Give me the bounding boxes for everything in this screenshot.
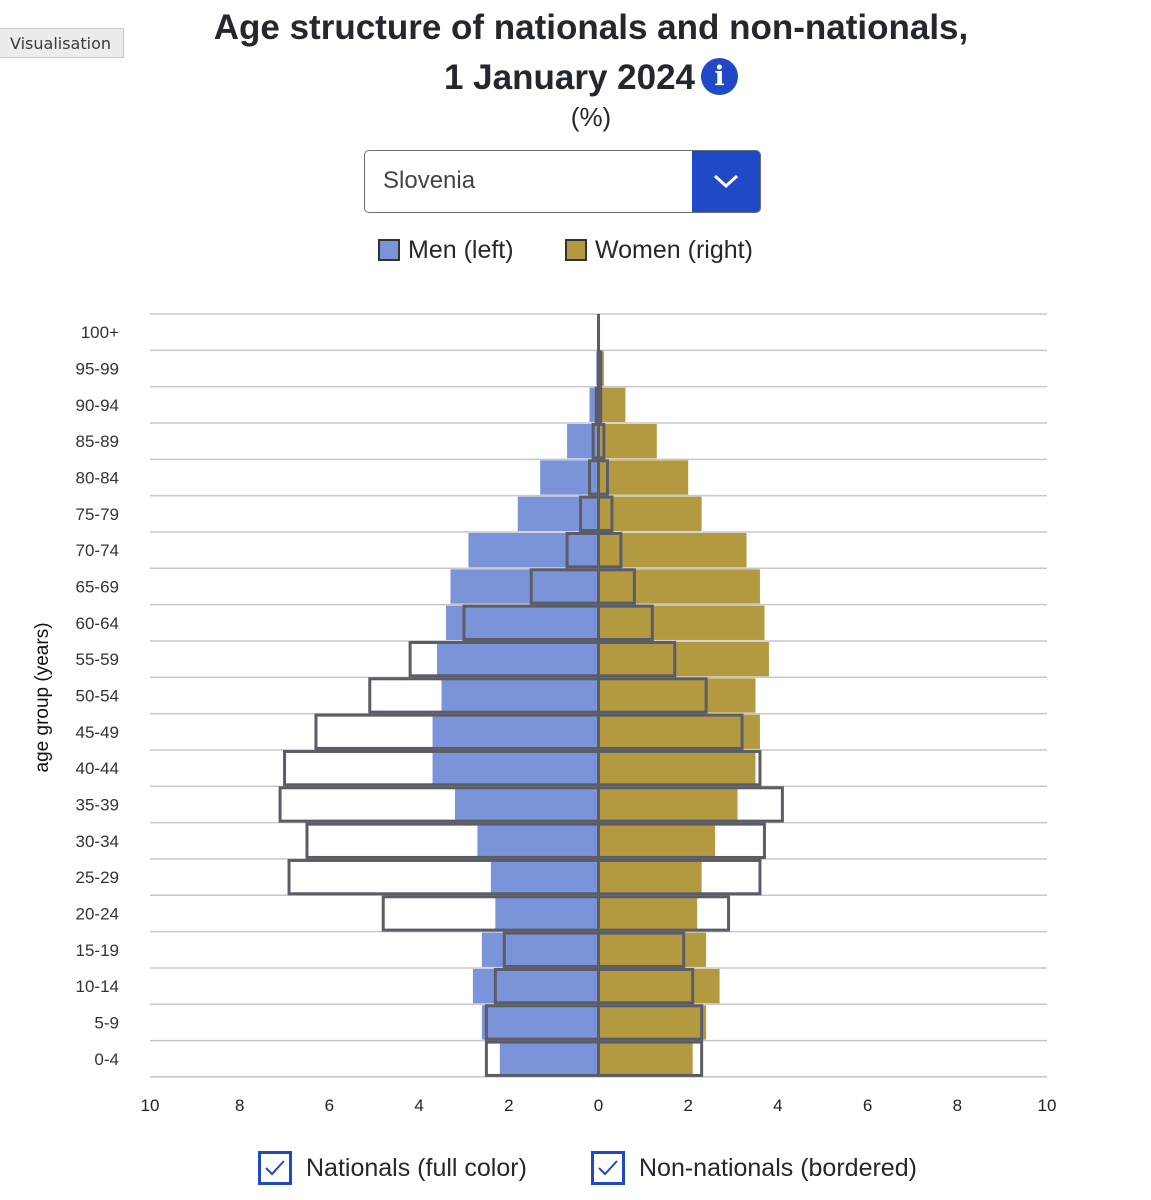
non-nationals-checkbox[interactable] bbox=[591, 1151, 625, 1185]
x-tick-label: 10 bbox=[141, 1096, 160, 1115]
bar-nationals-women-50-54 bbox=[598, 678, 756, 713]
bar-nationals-men-70-74 bbox=[468, 532, 599, 568]
legend-men-label: Men (left) bbox=[408, 236, 514, 264]
bar-nationals-women-55-59 bbox=[598, 641, 769, 677]
legend-women-swatch bbox=[565, 239, 587, 261]
bar-nationals-men-35-39 bbox=[454, 787, 599, 822]
y-axis-title: age group (years) bbox=[32, 622, 53, 772]
bar-nationals-men-25-29 bbox=[490, 859, 599, 895]
info-icon[interactable]: i bbox=[701, 58, 738, 96]
y-tick-label: 30-34 bbox=[76, 832, 119, 851]
bar-nationals-men-10-14 bbox=[472, 968, 599, 1004]
nationals-toggle-label: Nationals (full color) bbox=[306, 1153, 527, 1182]
bar-nationals-women-60-64 bbox=[598, 605, 765, 640]
non-nationals-toggle[interactable]: Non-nationals (bordered) bbox=[591, 1148, 917, 1188]
bar-nationals-women-5-9 bbox=[598, 1005, 707, 1040]
nationals-toggle[interactable]: Nationals (full color) bbox=[258, 1148, 527, 1188]
bar-nationals-women-90-94 bbox=[598, 387, 626, 422]
bar-nationals-men-50-54 bbox=[441, 678, 599, 713]
bar-nationals-women-30-34 bbox=[598, 823, 716, 858]
bar-nationals-women-75-79 bbox=[598, 496, 702, 531]
checkmark-icon bbox=[598, 1160, 618, 1176]
y-tick-label: 0-4 bbox=[94, 1050, 119, 1069]
y-tick-label: 95-99 bbox=[76, 359, 119, 378]
country-select-button[interactable] bbox=[692, 151, 760, 212]
y-tick-label: 50-54 bbox=[76, 686, 119, 705]
x-tick-label: 4 bbox=[414, 1096, 423, 1115]
y-tick-label: 70-74 bbox=[76, 541, 119, 560]
y-tick-label: 45-49 bbox=[76, 723, 119, 742]
bar-nationals-men-40-44 bbox=[432, 750, 599, 786]
bar-nationals-men-5-9 bbox=[481, 1005, 599, 1040]
x-tick-label: 6 bbox=[863, 1096, 872, 1115]
bar-nationals-women-25-29 bbox=[598, 859, 702, 895]
y-tick-label: 90-94 bbox=[76, 396, 119, 415]
bar-nationals-men-45-49 bbox=[432, 714, 599, 749]
bar-nationals-women-65-69 bbox=[598, 569, 760, 604]
bar-nationals-women-80-84 bbox=[598, 460, 689, 495]
y-tick-label: 60-64 bbox=[76, 614, 119, 633]
chart-title-line1: Age structure of nationals and non-natio… bbox=[213, 8, 969, 47]
x-tick-label: 2 bbox=[504, 1096, 513, 1115]
chevron-down-icon bbox=[713, 174, 739, 189]
bar-nationals-women-45-49 bbox=[598, 714, 760, 749]
x-tick-label: 8 bbox=[953, 1096, 962, 1115]
checkmark-icon bbox=[265, 1160, 285, 1176]
y-tick-label: 25-29 bbox=[76, 868, 119, 887]
visualisation-tab[interactable]: Visualisation bbox=[0, 28, 124, 58]
bar-nationals-women-20-24 bbox=[598, 896, 698, 931]
bar-nationals-women-15-19 bbox=[598, 932, 707, 967]
bar-nationals-women-0-4 bbox=[598, 1041, 693, 1076]
y-tick-label: 75-79 bbox=[76, 505, 119, 524]
population-pyramid-chart: 100+ 95-99 90-94 85-89 80-84 75-79 70-74 65-69 6… bbox=[32, 313, 1057, 1115]
bar-nationals-women-85-89 bbox=[598, 423, 657, 459]
bar-nationals-men-30-34 bbox=[477, 823, 599, 858]
y-tick-label: 15-19 bbox=[76, 941, 119, 960]
x-tick-label: 8 bbox=[235, 1096, 244, 1115]
y-tick-label: 20-24 bbox=[76, 904, 119, 923]
x-tick-label: 4 bbox=[773, 1096, 782, 1115]
bar-nationals-women-40-44 bbox=[598, 750, 756, 786]
chart-unit: (%) bbox=[570, 102, 612, 132]
bar-nationals-men-65-69 bbox=[450, 569, 599, 604]
nationals-checkbox[interactable] bbox=[258, 1151, 292, 1185]
x-tick-label: 2 bbox=[683, 1096, 692, 1115]
country-select[interactable]: Slovenia bbox=[364, 150, 761, 213]
legend-men: Men (left) bbox=[378, 234, 514, 266]
legend-women-label: Women (right) bbox=[595, 236, 753, 264]
chart-title-line2: 1 January 2024 i bbox=[0, 58, 1151, 98]
y-tick-label: 65-69 bbox=[76, 577, 119, 596]
y-tick-label: 35-39 bbox=[76, 795, 119, 814]
x-tick-label: 0 bbox=[594, 1096, 603, 1115]
y-tick-label: 40-44 bbox=[76, 759, 119, 778]
y-tick-label: 80-84 bbox=[76, 468, 119, 487]
bar-nationals-women-35-39 bbox=[598, 787, 738, 822]
y-tick-label: 10-14 bbox=[76, 977, 119, 996]
country-select-value: Slovenia bbox=[383, 167, 476, 194]
x-tick-label: 10 bbox=[1038, 1096, 1057, 1115]
bar-nationals-men-75-79 bbox=[517, 496, 599, 531]
chart-title-date: 1 January 2024 bbox=[443, 58, 695, 97]
bar-nationals-men-60-64 bbox=[446, 605, 599, 640]
bar-nationals-men-55-59 bbox=[437, 641, 599, 677]
bar-nationals-men-15-19 bbox=[481, 932, 599, 967]
y-tick-label: 100+ bbox=[81, 323, 119, 342]
legend-women: Women (right) bbox=[565, 234, 753, 266]
bar-nationals-men-0-4 bbox=[499, 1041, 599, 1076]
x-tick-label: 6 bbox=[325, 1096, 334, 1115]
y-tick-label: 85-89 bbox=[76, 432, 119, 451]
bar-nationals-men-90-94 bbox=[589, 387, 599, 422]
bar-nationals-men-20-24 bbox=[495, 896, 599, 931]
y-tick-label: 55-59 bbox=[76, 650, 119, 669]
legend-men-swatch bbox=[378, 239, 400, 261]
bar-nationals-women-70-74 bbox=[598, 532, 747, 568]
y-tick-label: 5-9 bbox=[94, 1013, 119, 1032]
non-nationals-toggle-label: Non-nationals (bordered) bbox=[639, 1153, 917, 1182]
bar-nationals-women-10-14 bbox=[598, 968, 720, 1004]
